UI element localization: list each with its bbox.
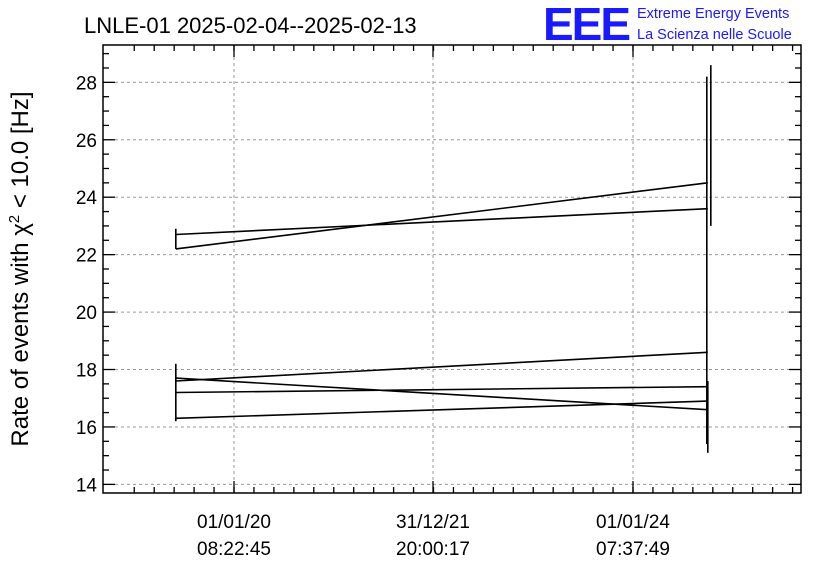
logo-line1: Extreme Energy Events — [637, 6, 789, 22]
y-tick-labels: 14 16 18 20 22 24 26 28 — [76, 73, 98, 496]
series-line — [175, 351, 708, 382]
y-tick-label: 14 — [76, 475, 98, 496]
logo-line2: La Scienza nelle Scuole — [637, 27, 792, 43]
series-line — [175, 400, 708, 420]
eee-logo: EEE Extreme Energy Events La Scienza nel… — [543, 0, 792, 50]
x-tick-label: 01/01/20 — [197, 512, 271, 533]
chart-title: LNLE-01 2025-02-04--2025-02-13 — [84, 13, 417, 38]
series-layer — [175, 65, 712, 453]
y-tick-label: 18 — [76, 361, 97, 382]
series-line — [175, 377, 708, 411]
y-tick-label: 20 — [76, 303, 97, 324]
y-tick-label: 28 — [76, 73, 97, 94]
y-tick-label: 24 — [76, 188, 98, 209]
series-line — [175, 385, 708, 394]
x-tick-label: 07:37:49 — [596, 539, 670, 560]
logo-mark: EEE — [543, 0, 629, 50]
x-tick-label: 01/01/24 — [596, 512, 670, 533]
ticks — [103, 45, 801, 493]
x-tick-label: 20:00:17 — [396, 539, 470, 560]
series-line — [175, 182, 708, 250]
x-tick-labels: 01/01/20 08:22:45 31/12/21 20:00:17 01/01/24… — [197, 512, 670, 560]
y-axis-label: Rate of events with χ2 < 10.0 [Hz] — [6, 91, 34, 446]
x-tick-label: 08:22:45 — [197, 539, 271, 560]
y-tick-label: 16 — [76, 418, 97, 439]
plot-frame — [102, 44, 802, 494]
grid — [103, 45, 801, 493]
y-tick-label: 22 — [76, 246, 97, 267]
series-line — [175, 207, 708, 236]
y-tick-label: 26 — [76, 131, 97, 152]
x-tick-label: 31/12/21 — [396, 512, 470, 533]
